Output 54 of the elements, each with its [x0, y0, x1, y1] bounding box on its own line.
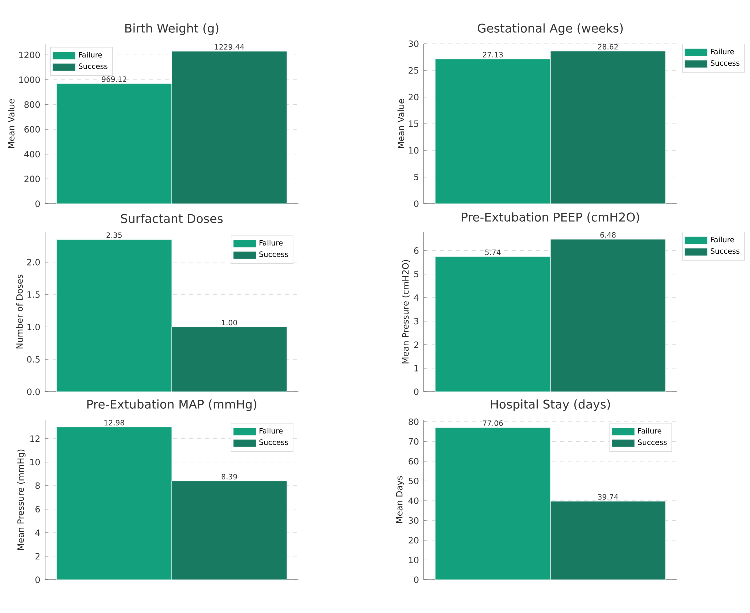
y-tick-label: 1200	[20, 52, 40, 58]
y-tick-label: 12	[30, 436, 40, 442]
y-tick-label: 60	[408, 458, 419, 465]
chart-title: Gestational Age (weeks)	[478, 24, 623, 36]
y-tick-label: 15	[409, 120, 419, 128]
y-tick-label: 0	[414, 576, 419, 584]
y-tick-label: 600	[24, 126, 40, 133]
y-tick-label: 0.5	[27, 356, 40, 363]
y-axis-title: Mean Days	[396, 476, 404, 524]
y-tick-label: 5	[414, 271, 419, 278]
y-tick-label: 25	[408, 67, 419, 74]
chart-title: Pre-Extubation MAP (mmHg)	[88, 400, 257, 412]
y-tick-label: 0	[36, 576, 40, 584]
y-tick-label: 400	[24, 151, 40, 158]
y-tick-label: 0	[414, 388, 419, 396]
y-tick-label: 1000	[20, 76, 40, 84]
y-tick-label: 2	[414, 342, 418, 348]
y-tick-label: 200	[24, 176, 40, 182]
y-tick-label: 30	[408, 40, 419, 48]
y-tick-label: 8	[36, 482, 40, 490]
y-tick-label: 20	[408, 537, 419, 544]
y-tick-label: 10	[30, 459, 40, 466]
y-tick-label: 50	[408, 478, 419, 484]
y-tick-label: 5	[414, 174, 419, 181]
y-tick-label: 0	[36, 200, 40, 208]
y-tick-label: 2.0	[27, 259, 40, 266]
y-tick-label: 10	[409, 556, 419, 564]
y-tick-label: 6	[414, 248, 419, 254]
y-tick-label: 30	[408, 517, 419, 524]
y-tick-label: 1	[414, 365, 418, 372]
y-tick-label: 6	[36, 506, 40, 513]
y-axis-title: Mean Pressure (mmHg)	[17, 450, 26, 550]
y-tick-label: 4	[36, 530, 40, 536]
y-tick-label: 10	[409, 147, 419, 154]
chart-title: Pre-Extubation PEEP (cmH2O)	[462, 212, 640, 224]
chart-title: Hospital Stay (days)	[491, 400, 610, 412]
y-tick-label: 80	[408, 418, 419, 426]
y-tick-label: 1.5	[28, 292, 40, 298]
y-axis-title: Mean Value	[8, 99, 15, 148]
y-axis-title: Mean Value	[398, 99, 404, 148]
y-axis-title: Mean Pressure (cmH2O)	[402, 260, 410, 364]
y-tick-label: 0	[414, 200, 419, 208]
y-tick-label: 800	[24, 102, 40, 108]
y-tick-label: 70	[408, 438, 419, 445]
y-tick-label: 3	[414, 318, 419, 325]
y-tick-label: 20	[408, 94, 419, 101]
y-tick-label: 4	[414, 294, 419, 302]
chart-title: Birth Weight (g)	[126, 24, 219, 36]
y-tick-label: 1.0	[28, 324, 40, 330]
y-tick-label: 0.0	[27, 388, 40, 396]
chart-title: Surfactant Doses	[121, 214, 223, 224]
y-tick-label: 40	[408, 498, 419, 504]
y-tick-label: 2	[36, 553, 40, 560]
y-axis-title: Number of Doses	[16, 274, 24, 349]
